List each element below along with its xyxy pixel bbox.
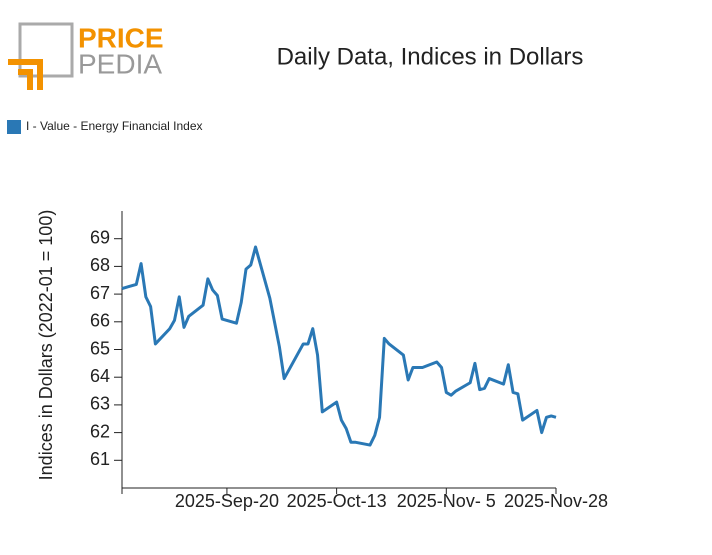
y-tick-label: 64 bbox=[90, 366, 110, 386]
x-tick-label: 2025-Oct-13 bbox=[287, 491, 387, 511]
y-tick-label: 62 bbox=[90, 421, 110, 441]
y-tick-label: 63 bbox=[90, 394, 110, 414]
x-tick-label: 2025-Nov-28 bbox=[504, 491, 608, 511]
y-tick-label: 66 bbox=[90, 311, 110, 331]
logo: PRICE PEDIA bbox=[8, 22, 164, 90]
y-tick-label: 65 bbox=[90, 338, 110, 358]
y-tick-label: 68 bbox=[90, 255, 110, 275]
y-axis-label: Indices in Dollars (2022-01 = 100) bbox=[36, 210, 56, 481]
line bbox=[121, 245, 557, 447]
chart-title: Daily Data, Indices in Dollars bbox=[277, 43, 584, 70]
logo-frame bbox=[18, 22, 74, 78]
logo-top: PRICE bbox=[78, 22, 164, 53]
legend-swatch bbox=[7, 120, 21, 134]
y-tick-label: 61 bbox=[90, 449, 110, 469]
logo-bottom: PEDIA bbox=[78, 48, 162, 79]
y-tick-label: 69 bbox=[90, 227, 110, 247]
x-tick-label: 2025-Nov- 5 bbox=[397, 491, 496, 511]
legend-label: I - Value - Energy Financial Index bbox=[26, 119, 203, 133]
x-tick-label: 2025-Sep-20 bbox=[175, 491, 279, 511]
logo-mark bbox=[8, 59, 43, 90]
y-tick-label: 67 bbox=[90, 283, 110, 303]
